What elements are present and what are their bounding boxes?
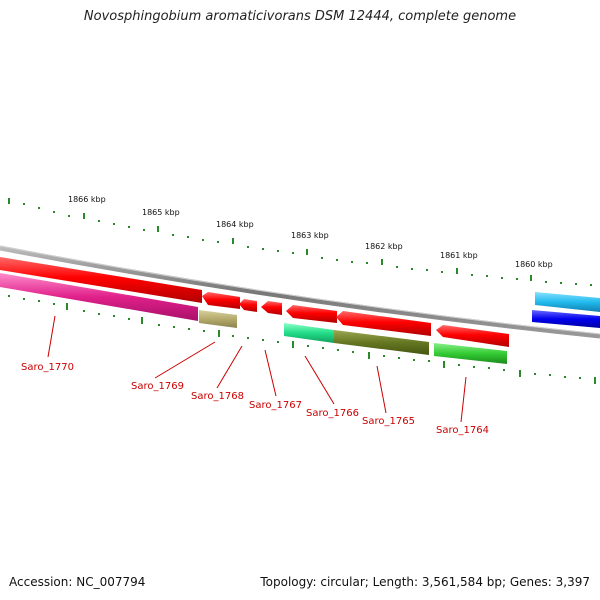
kbp-label: 1861 kbp [440, 251, 478, 260]
gene-blue[interactable] [532, 310, 600, 328]
gene-label[interactable]: Saro_1765 [362, 416, 415, 427]
kbp-label: 1864 kbp [216, 220, 254, 229]
gene-label[interactable]: Saro_1767 [249, 400, 302, 411]
gene-Saro_1770[interactable] [0, 273, 198, 321]
genome-summary: Topology: circular; Length: 3,561,584 bp… [260, 575, 590, 589]
gene-label[interactable]: Saro_1770 [21, 362, 74, 373]
gene-forward-1[interactable] [0, 257, 202, 303]
kbp-label: 1863 kbp [291, 231, 329, 240]
gene-Saro_1764[interactable] [434, 343, 507, 364]
label-leaders [47, 315, 467, 423]
forward-strand-genes [0, 257, 600, 347]
gene-Saro_1766[interactable] [284, 323, 334, 343]
gene-label[interactable]: Saro_1768 [191, 391, 244, 402]
outer-tick-ring [8, 198, 592, 286]
kbp-label: 1866 kbp [68, 195, 106, 204]
gene-Saro_1767[interactable] [286, 305, 337, 323]
gene-Saro_1769[interactable] [199, 310, 237, 328]
kbp-label: 1860 kbp [515, 260, 553, 269]
kbp-label: 1865 kbp [142, 208, 180, 217]
gene-label[interactable]: Saro_1766 [306, 408, 359, 419]
gene-forward-2[interactable] [202, 292, 240, 309]
gene-cyan[interactable] [535, 292, 600, 312]
gene-Saro_1765[interactable] [334, 330, 429, 355]
gene-label[interactable]: Saro_1769 [131, 381, 184, 392]
reverse-strand-genes [0, 273, 507, 364]
gene-forward-7[interactable] [436, 325, 509, 347]
kbp-label: 1862 kbp [365, 242, 403, 251]
accession-label: Accession: NC_007794 [9, 575, 146, 589]
gene-labels: Saro_1770 Saro_1769 Saro_1768 Saro_1767 … [21, 362, 489, 436]
gene-label[interactable]: Saro_1764 [436, 425, 489, 436]
gene-forward-3[interactable] [239, 299, 257, 312]
kbp-labels: 1866 kbp 1865 kbp 1864 kbp 1863 kbp 1862… [68, 195, 553, 269]
gene-forward-6[interactable] [336, 311, 431, 336]
gene-Saro_1768[interactable] [261, 301, 282, 315]
map-title: Novosphingobium aromaticivorans DSM 1244… [83, 9, 517, 24]
inner-tick-ring [8, 295, 596, 384]
genome-backbone [0, 245, 600, 339]
